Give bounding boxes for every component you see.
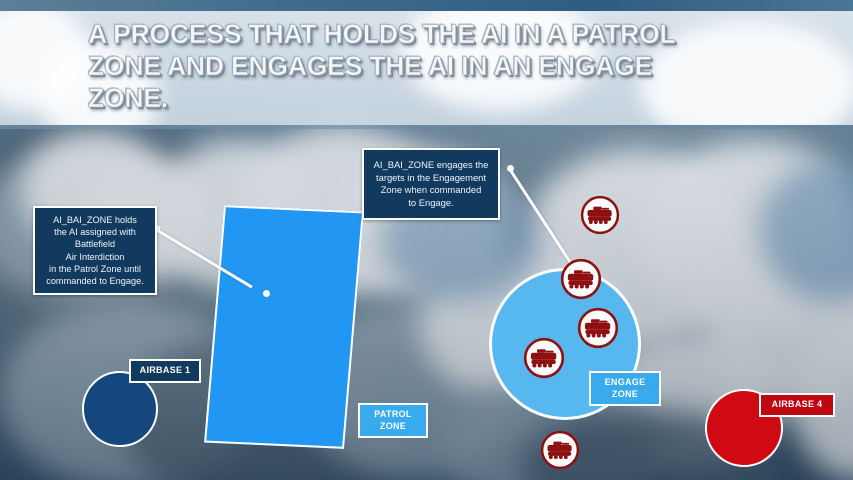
- target-icon[interactable]: [580, 195, 620, 235]
- patrol-zone-shape[interactable]: [204, 205, 364, 449]
- label-airbase-4[interactable]: AIRBASE 4: [759, 393, 835, 417]
- title-band: [0, 11, 853, 125]
- connector-top-start-dot: [507, 165, 514, 172]
- tank-icon: [560, 258, 602, 300]
- label-airbase-1[interactable]: AIRBASE 1: [129, 359, 201, 383]
- target-icon[interactable]: [540, 430, 580, 470]
- target-icon[interactable]: [577, 307, 619, 349]
- label-patrol-zone[interactable]: PATROL ZONE: [358, 403, 428, 439]
- tank-icon: [580, 195, 620, 235]
- tank-icon: [540, 430, 580, 470]
- airbase-1-shape[interactable]: [82, 371, 158, 447]
- top-strip: [0, 0, 853, 11]
- tank-icon: [523, 337, 565, 379]
- target-icon[interactable]: [523, 337, 565, 379]
- connector-left-end-dot: [263, 290, 270, 297]
- title-band-edge: [0, 125, 853, 129]
- page-title: A PROCESS THAT HOLDS THE AI IN A PATROL …: [88, 19, 676, 114]
- target-icon[interactable]: [560, 258, 602, 300]
- callout-engage-description: AI_BAI_ZONE engages the targets in the E…: [362, 148, 500, 220]
- tank-icon: [577, 307, 619, 349]
- callout-patrol-description: AI_BAI_ZONE holds the AI assigned with B…: [33, 206, 157, 296]
- page-title-wrap: A PROCESS THAT HOLDS THE AI IN A PATROL …: [88, 18, 808, 114]
- label-engage-zone[interactable]: ENGAGE ZONE: [589, 371, 661, 407]
